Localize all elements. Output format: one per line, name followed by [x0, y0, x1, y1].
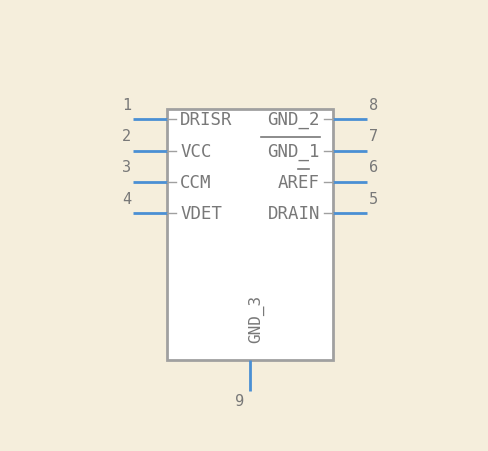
Text: VDET: VDET: [180, 205, 222, 223]
Text: DRISR: DRISR: [180, 111, 233, 129]
Text: 4: 4: [122, 191, 131, 206]
Text: 5: 5: [369, 191, 378, 206]
Text: 3: 3: [122, 160, 131, 175]
Text: AREF: AREF: [278, 174, 320, 192]
Text: 7: 7: [369, 129, 378, 144]
Bar: [167, 110, 333, 360]
Text: GND_2: GND_2: [267, 111, 320, 129]
Text: DRAIN: DRAIN: [267, 205, 320, 223]
Text: 9: 9: [235, 393, 244, 408]
Text: 1: 1: [122, 97, 131, 112]
Text: 2: 2: [122, 129, 131, 144]
Text: 6: 6: [369, 160, 378, 175]
Text: GND_1: GND_1: [267, 143, 320, 161]
Text: 8: 8: [369, 97, 378, 112]
Text: VCC: VCC: [180, 143, 212, 161]
Text: GND_3: GND_3: [248, 295, 264, 342]
Text: CCM: CCM: [180, 174, 212, 192]
